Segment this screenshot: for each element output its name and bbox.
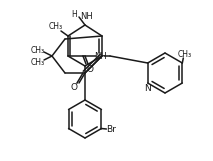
- Text: NH: NH: [81, 11, 93, 20]
- Text: Br: Br: [106, 125, 116, 134]
- Text: CH₃: CH₃: [49, 22, 63, 30]
- Text: O: O: [86, 65, 94, 74]
- Text: CH₃: CH₃: [31, 46, 45, 55]
- Text: CH₃: CH₃: [31, 57, 45, 66]
- Text: O: O: [71, 82, 78, 91]
- Text: N: N: [144, 84, 151, 93]
- Text: NH: NH: [95, 52, 107, 61]
- Text: H: H: [71, 9, 77, 19]
- Text: CH₃: CH₃: [177, 49, 191, 58]
